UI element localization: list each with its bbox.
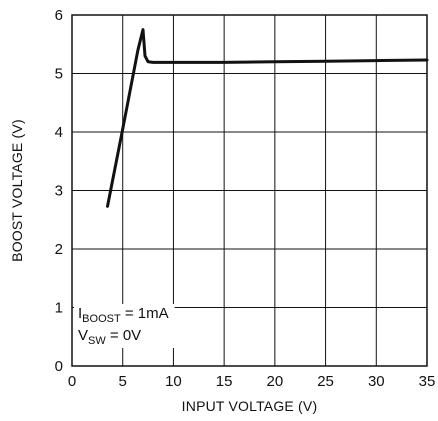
y-tick-label: 4 (55, 124, 63, 141)
x-tick-label: 5 (119, 373, 127, 390)
x-tick-label: 25 (317, 373, 334, 390)
annotation-background (74, 304, 175, 348)
x-axis-label: INPUT VOLTAGE (V) (182, 398, 318, 414)
x-tick-labels: 0 5 10 15 20 25 30 35 (68, 373, 436, 390)
x-tick-label: 0 (68, 373, 76, 390)
annotation-v-sw: VSW = 0V (78, 327, 141, 347)
x-tick-label: 30 (368, 373, 385, 390)
y-tick-label: 2 (55, 241, 63, 258)
y-tick-label: 6 (55, 7, 63, 24)
x-tick-label: 15 (216, 373, 233, 390)
y-tick-label: 1 (55, 300, 63, 317)
y-tick-labels: 0 1 2 3 4 5 6 (55, 7, 63, 375)
x-tick-label: 10 (165, 373, 182, 390)
y-axis-label: BOOST VOLTAGE (V) (9, 119, 25, 262)
y-tick-label: 5 (55, 66, 63, 83)
y-tick-label: 0 (55, 358, 63, 375)
annotation-i-boost: IBOOST = 1mA (78, 305, 169, 325)
boost-voltage-line (106, 28, 429, 208)
x-tick-label: 35 (419, 373, 436, 390)
y-tick-label: 3 (55, 183, 63, 200)
x-tick-label: 20 (267, 373, 284, 390)
plot-frame (71, 14, 428, 367)
